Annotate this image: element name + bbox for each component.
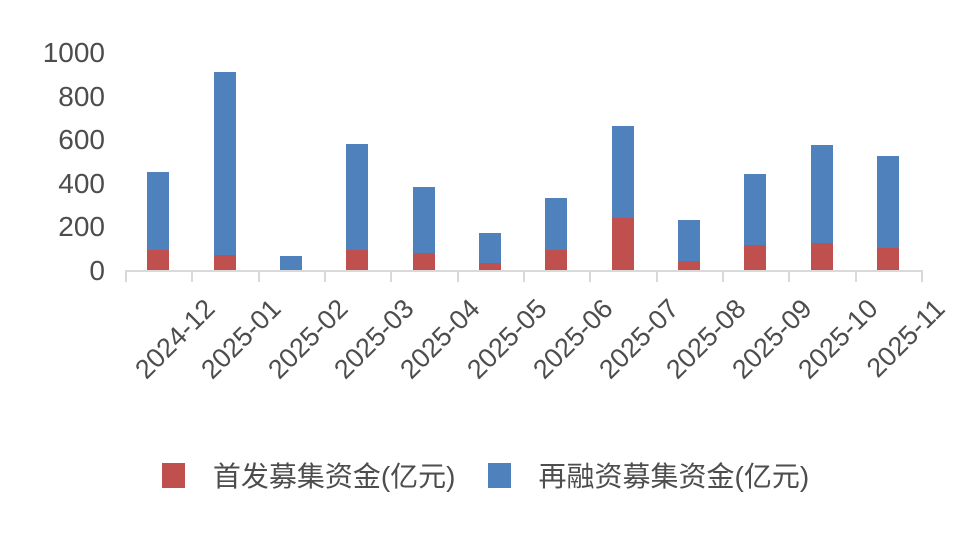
bar-segment-refinancing (279, 255, 302, 270)
legend-item-refinancing: 再融资募集资金(亿元) (487, 455, 810, 495)
chart-legend: 首发募集资金(亿元) 再融资募集资金(亿元) (0, 455, 971, 495)
bar-segment-first-issue (412, 252, 435, 270)
bar-segment-first-issue (810, 242, 833, 270)
x-axis-tick (125, 270, 127, 282)
legend-swatch-refinancing-blue (487, 462, 511, 488)
x-axis-tick (456, 270, 459, 282)
bar-segment-refinancing (611, 126, 634, 218)
x-axis-tick (722, 270, 724, 282)
x-axis-tick (523, 270, 525, 282)
x-axis-tick (191, 270, 194, 282)
bar-segment-refinancing (478, 232, 501, 264)
bar-segment-refinancing (213, 71, 236, 255)
bar-segment-refinancing (412, 187, 435, 253)
x-axis-tick (390, 270, 393, 282)
bar-segment-refinancing (147, 171, 170, 251)
y-axis-tick-label: 0 (89, 255, 105, 286)
y-axis-tick-label: 200 (58, 211, 105, 243)
x-axis-tick (257, 270, 260, 282)
bar-segment-refinancing (346, 143, 369, 251)
x-axis-tick (655, 270, 658, 282)
bar-segment-first-issue (611, 217, 634, 270)
bar-segment-first-issue (545, 250, 568, 270)
bar-segment-first-issue (147, 250, 170, 270)
y-axis-tick-label: 600 (58, 124, 105, 156)
legend-label-first-issue: 首发募集资金(亿元) (212, 461, 456, 492)
bar-segment-refinancing (744, 174, 767, 245)
legend-swatch-first-issue-red (161, 462, 185, 488)
bar-segment-refinancing (677, 219, 700, 262)
x-axis-tick (589, 270, 592, 282)
x-axis-tick (854, 270, 857, 282)
bar-segment-first-issue (478, 263, 501, 270)
bar-segment-first-issue (744, 244, 767, 270)
bar-segment-first-issue (677, 261, 700, 270)
y-axis-tick-label: 1000 (42, 37, 105, 68)
bar-segment-refinancing (876, 155, 899, 249)
x-axis-tick (921, 270, 923, 282)
bar-segment-refinancing (545, 198, 568, 251)
bar-segment-first-issue (346, 250, 369, 270)
legend-item-first-issue: 首发募集资金(亿元) (161, 455, 456, 495)
y-axis-tick-label: 400 (58, 167, 105, 199)
bar-segment-refinancing (810, 144, 833, 243)
plot-area: 0 200 400 600 800 1000 2024-12 2025-01 2025-02 20… (42, 37, 951, 385)
x-axis-tick (788, 270, 791, 282)
y-axis-tick-label: 800 (58, 80, 105, 112)
x-axis-tick (324, 270, 326, 282)
bar-segment-first-issue (213, 254, 236, 270)
bar-segment-first-issue (876, 248, 899, 270)
legend-label-refinancing: 再融资募集资金(亿元) (538, 461, 810, 492)
